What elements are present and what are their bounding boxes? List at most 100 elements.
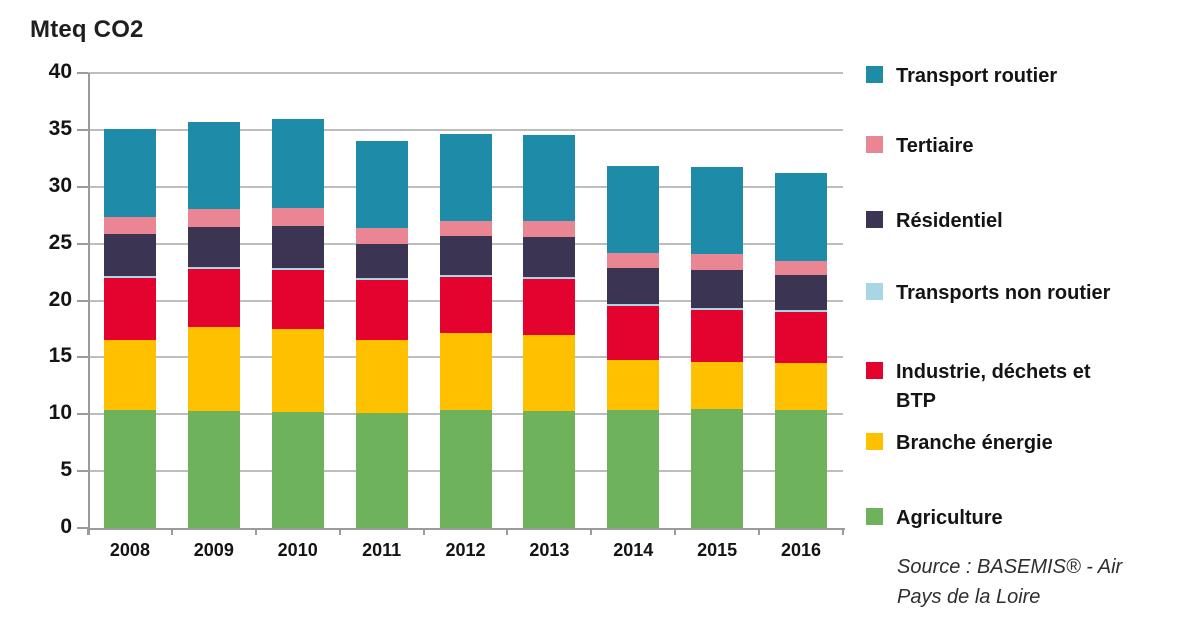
x-tick-3 <box>338 528 341 535</box>
bar-segment-transport-routier-2013 <box>523 134 576 222</box>
bar-segment-branche-energie-2011 <box>355 340 408 414</box>
y-tick-label-0: 0 <box>60 515 72 538</box>
legend-item-transport-routier: Transport routier <box>866 62 1057 91</box>
bar-segment-residentiel-2016 <box>775 274 828 311</box>
y-axis-line <box>88 73 90 535</box>
legend-item-transports-non-routier: Transports non routier <box>866 279 1110 308</box>
legend-swatch-branche-energie <box>866 433 883 450</box>
bar-segment-branche-energie-2010 <box>271 328 324 412</box>
bar-segment-transport-routier-2008 <box>103 129 156 218</box>
x-tick-4 <box>422 528 425 535</box>
legend-swatch-industrie-dechets-et-btp <box>866 362 883 379</box>
bar-segment-tertiaire-2014 <box>607 253 660 268</box>
bar-segment-tertiaire-2010 <box>271 207 324 226</box>
y-tick-label-25: 25 <box>48 230 72 254</box>
bar-segment-transport-routier-2016 <box>775 173 828 261</box>
y-tick-label-30: 30 <box>48 173 72 197</box>
y-tick-label-10: 10 <box>48 401 72 425</box>
legend-swatch-transports-non-routier <box>866 283 883 300</box>
bar-segment-transports-non-routier-2015 <box>691 307 744 310</box>
bar-segment-agriculture-2013 <box>523 410 576 528</box>
bar-segment-residentiel-2009 <box>187 227 240 267</box>
x-tick-8 <box>758 528 761 535</box>
bar-segment-branche-energie-2014 <box>607 359 660 410</box>
bar-segment-branche-energie-2008 <box>103 340 156 410</box>
legend-label-branche-energie: Branche énergie <box>896 432 1053 454</box>
plot-area <box>88 72 843 528</box>
bar-segment-agriculture-2014 <box>607 409 660 528</box>
bar-segment-transport-routier-2014 <box>607 165 660 254</box>
x-tick-5 <box>506 528 509 535</box>
x-tick-label-2010: 2010 <box>277 540 318 560</box>
legend-label-residentiel: Résidentiel <box>896 210 1003 232</box>
gridline-y-35 <box>88 128 843 131</box>
x-axis-line <box>88 528 845 530</box>
legend-label-industrie-dechets-et-btp: Industrie, déchets et BTP <box>896 361 1091 412</box>
bar-segment-tertiaire-2011 <box>355 228 408 245</box>
bar-segment-residentiel-2008 <box>103 233 156 277</box>
bar-segment-transports-non-routier-2011 <box>355 278 408 281</box>
bar-segment-transport-routier-2010 <box>271 119 324 208</box>
legend-item-agriculture: Agriculture <box>866 504 1003 533</box>
bar-segment-transport-routier-2012 <box>439 133 492 222</box>
y-tick-15 <box>77 356 88 359</box>
x-tick-label-2011: 2011 <box>362 540 402 560</box>
bar-segment-industrie-dechets-et-btp-2015 <box>691 309 744 362</box>
x-tick-label-2008: 2008 <box>109 540 150 560</box>
x-tick-9 <box>842 528 844 535</box>
bar-segment-branche-energie-2012 <box>439 333 492 410</box>
y-tick-0 <box>77 527 88 529</box>
y-tick-20 <box>77 299 88 302</box>
y-tick-35 <box>77 128 88 131</box>
bar-segment-industrie-dechets-et-btp-2014 <box>607 306 660 360</box>
bar-segment-industrie-dechets-et-btp-2012 <box>439 276 492 334</box>
y-tick-30 <box>77 185 88 188</box>
bar-segment-tertiaire-2016 <box>775 260 828 275</box>
bar-segment-transports-non-routier-2014 <box>607 304 660 307</box>
x-tick-label-2015: 2015 <box>697 540 738 560</box>
y-tick-40 <box>77 72 88 74</box>
x-tick-label-2009: 2009 <box>193 540 234 560</box>
legend-swatch-agriculture <box>866 508 883 525</box>
bar-segment-transports-non-routier-2010 <box>271 268 324 270</box>
bar-segment-agriculture-2015 <box>691 408 744 528</box>
bar-segment-agriculture-2016 <box>775 409 828 528</box>
legend-swatch-tertiaire <box>866 136 883 153</box>
x-tick-label-2014: 2014 <box>613 540 654 560</box>
y-tick-25 <box>77 242 88 245</box>
y-tick-10 <box>77 413 88 416</box>
bar-segment-industrie-dechets-et-btp-2009 <box>187 268 240 327</box>
bar-segment-transports-non-routier-2013 <box>523 277 576 279</box>
bar-segment-residentiel-2013 <box>523 237 576 278</box>
bar-segment-industrie-dechets-et-btp-2011 <box>355 280 408 341</box>
legend-item-branche-energie: Branche énergie <box>866 429 1053 458</box>
legend-label-tertiaire: Tertiaire <box>896 135 974 157</box>
x-tick-label-2012: 2012 <box>445 540 486 560</box>
y-tick-5 <box>77 470 88 473</box>
x-tick-label-2016: 2016 <box>781 540 822 560</box>
bar-segment-branche-energie-2016 <box>775 363 828 410</box>
bar-segment-transport-routier-2011 <box>355 140 408 229</box>
legend-item-industrie-dechets-et-btp: Industrie, déchets et BTP <box>866 358 1091 416</box>
bar-segment-transport-routier-2009 <box>187 122 240 209</box>
x-tick-1 <box>170 528 173 535</box>
bar-segment-agriculture-2011 <box>355 413 408 528</box>
bar-segment-transports-non-routier-2008 <box>103 276 156 278</box>
bar-segment-residentiel-2010 <box>271 225 324 269</box>
legend-swatch-transport-routier <box>866 66 883 83</box>
source-note: Source : BASEMIS® - Air Pays de la Loire <box>897 556 1123 608</box>
gridline-y-40 <box>88 72 843 74</box>
bar-segment-branche-energie-2013 <box>523 334 576 411</box>
legend-label-transport-routier: Transport routier <box>896 65 1058 87</box>
bar-segment-agriculture-2009 <box>187 410 240 528</box>
bar-segment-tertiaire-2013 <box>523 221 576 238</box>
bar-segment-residentiel-2015 <box>691 269 744 308</box>
bar-segment-agriculture-2012 <box>439 409 492 528</box>
bar-segment-transports-non-routier-2012 <box>439 274 492 277</box>
bar-segment-tertiaire-2015 <box>691 254 744 270</box>
bar-segment-tertiaire-2008 <box>103 217 156 234</box>
bar-segment-tertiaire-2012 <box>439 221 492 237</box>
y-tick-label-5: 5 <box>60 458 72 482</box>
y-tick-label-35: 35 <box>48 116 72 140</box>
